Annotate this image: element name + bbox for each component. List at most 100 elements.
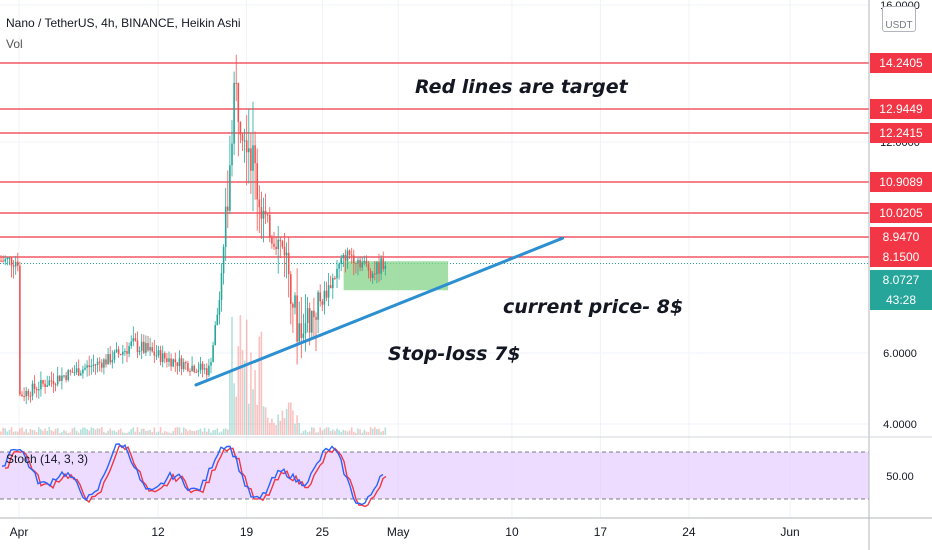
- volume-bar: [287, 402, 290, 435]
- volume-bar: [294, 423, 296, 435]
- candle-body: [80, 373, 82, 376]
- volume-bar: [159, 427, 162, 435]
- volume-bar: [348, 430, 351, 435]
- volume-bar: [229, 370, 231, 435]
- time-tick-label: Apr: [10, 525, 29, 539]
- candle-body: [218, 300, 221, 315]
- candle-body: [254, 145, 256, 164]
- candle-body: [285, 252, 288, 256]
- volume-bar: [61, 432, 63, 435]
- volume-bar: [168, 432, 170, 435]
- candle-body: [130, 341, 132, 347]
- volume-bar: [281, 410, 284, 435]
- volume-bar: [166, 431, 168, 435]
- candle-body: [109, 354, 111, 363]
- volume-bar: [367, 432, 370, 435]
- volume-bar: [136, 427, 139, 435]
- candle-body: [252, 145, 254, 171]
- candle-body: [208, 365, 210, 376]
- candle-body: [329, 285, 332, 289]
- candle-body: [298, 323, 300, 342]
- candle-body: [71, 371, 74, 373]
- volume-bar: [27, 432, 30, 435]
- volume-bar: [59, 432, 61, 435]
- candle-body: [73, 372, 76, 374]
- volume-bar: [222, 428, 225, 435]
- volume-bar: [369, 427, 372, 435]
- volume-bar: [224, 428, 227, 435]
- candle-body: [54, 384, 57, 386]
- volume-bar: [50, 430, 53, 435]
- candle-body: [6, 258, 9, 260]
- candle-body: [157, 350, 160, 356]
- volume-bar: [143, 428, 145, 435]
- volume-bar: [98, 428, 101, 435]
- volume-bar: [334, 431, 336, 435]
- stoch-d-line: [4, 445, 387, 508]
- candle-body: [325, 290, 328, 298]
- candle-body: [86, 365, 88, 368]
- candle-body: [67, 370, 69, 381]
- candle-body: [378, 262, 380, 274]
- candle-body: [239, 121, 242, 135]
- candle-body: [313, 310, 315, 318]
- candle-body: [363, 260, 366, 263]
- candle-body: [250, 148, 252, 171]
- volume-bar: [176, 427, 179, 435]
- candle-body: [180, 358, 183, 370]
- volume-bar: [269, 422, 271, 435]
- candle-body: [338, 263, 340, 269]
- candle-body: [115, 349, 118, 352]
- volume-bar: [332, 429, 334, 435]
- volume-bar: [346, 431, 349, 435]
- candle-body: [14, 261, 17, 267]
- countdown-tag: 43:28: [870, 290, 932, 310]
- volume-bar: [19, 428, 21, 435]
- candle-body: [262, 210, 265, 219]
- candle-body: [17, 261, 19, 266]
- volume-bar: [264, 407, 267, 435]
- volume-bar: [245, 319, 248, 435]
- volume-bar: [111, 430, 114, 435]
- volume-bar: [153, 427, 156, 435]
- candle-body: [42, 380, 44, 384]
- volume-bar: [46, 430, 48, 435]
- candle-body: [327, 285, 330, 298]
- volume-bar: [8, 430, 11, 435]
- candle-body: [233, 82, 235, 144]
- volume-bar: [336, 428, 338, 435]
- volume-bar: [237, 346, 240, 435]
- candle-body: [0, 260, 2, 262]
- volume-bar: [304, 429, 307, 435]
- candle-body: [231, 143, 233, 166]
- currency-unit-button[interactable]: USDT: [882, 6, 916, 32]
- volume-bar: [140, 428, 143, 435]
- volume-bar: [378, 428, 380, 435]
- candle-body: [101, 362, 103, 368]
- volume-bar: [317, 432, 319, 435]
- candle-body: [334, 277, 336, 279]
- candle-body: [153, 351, 156, 356]
- volume-bar: [193, 431, 195, 435]
- candle-body: [140, 341, 143, 351]
- volume-bar: [256, 404, 258, 435]
- candle-body: [197, 370, 200, 373]
- volume-bar: [38, 427, 40, 435]
- candle-body: [210, 362, 212, 366]
- volume-bar: [77, 432, 80, 435]
- time-tick-label: 17: [594, 525, 608, 539]
- volume-bar: [157, 431, 160, 435]
- volume-bar: [296, 415, 298, 435]
- volume-bar: [170, 432, 172, 435]
- current-price-tag: 8.0727: [870, 270, 932, 290]
- candle-body: [122, 351, 124, 355]
- candle-body: [178, 358, 181, 367]
- volume-bar: [2, 427, 4, 435]
- candle-body: [48, 380, 51, 386]
- volume-bar: [384, 427, 387, 435]
- volume-bar: [275, 425, 277, 435]
- volume-bar: [315, 432, 317, 435]
- candle-body: [90, 365, 93, 368]
- volume-bar: [285, 408, 288, 435]
